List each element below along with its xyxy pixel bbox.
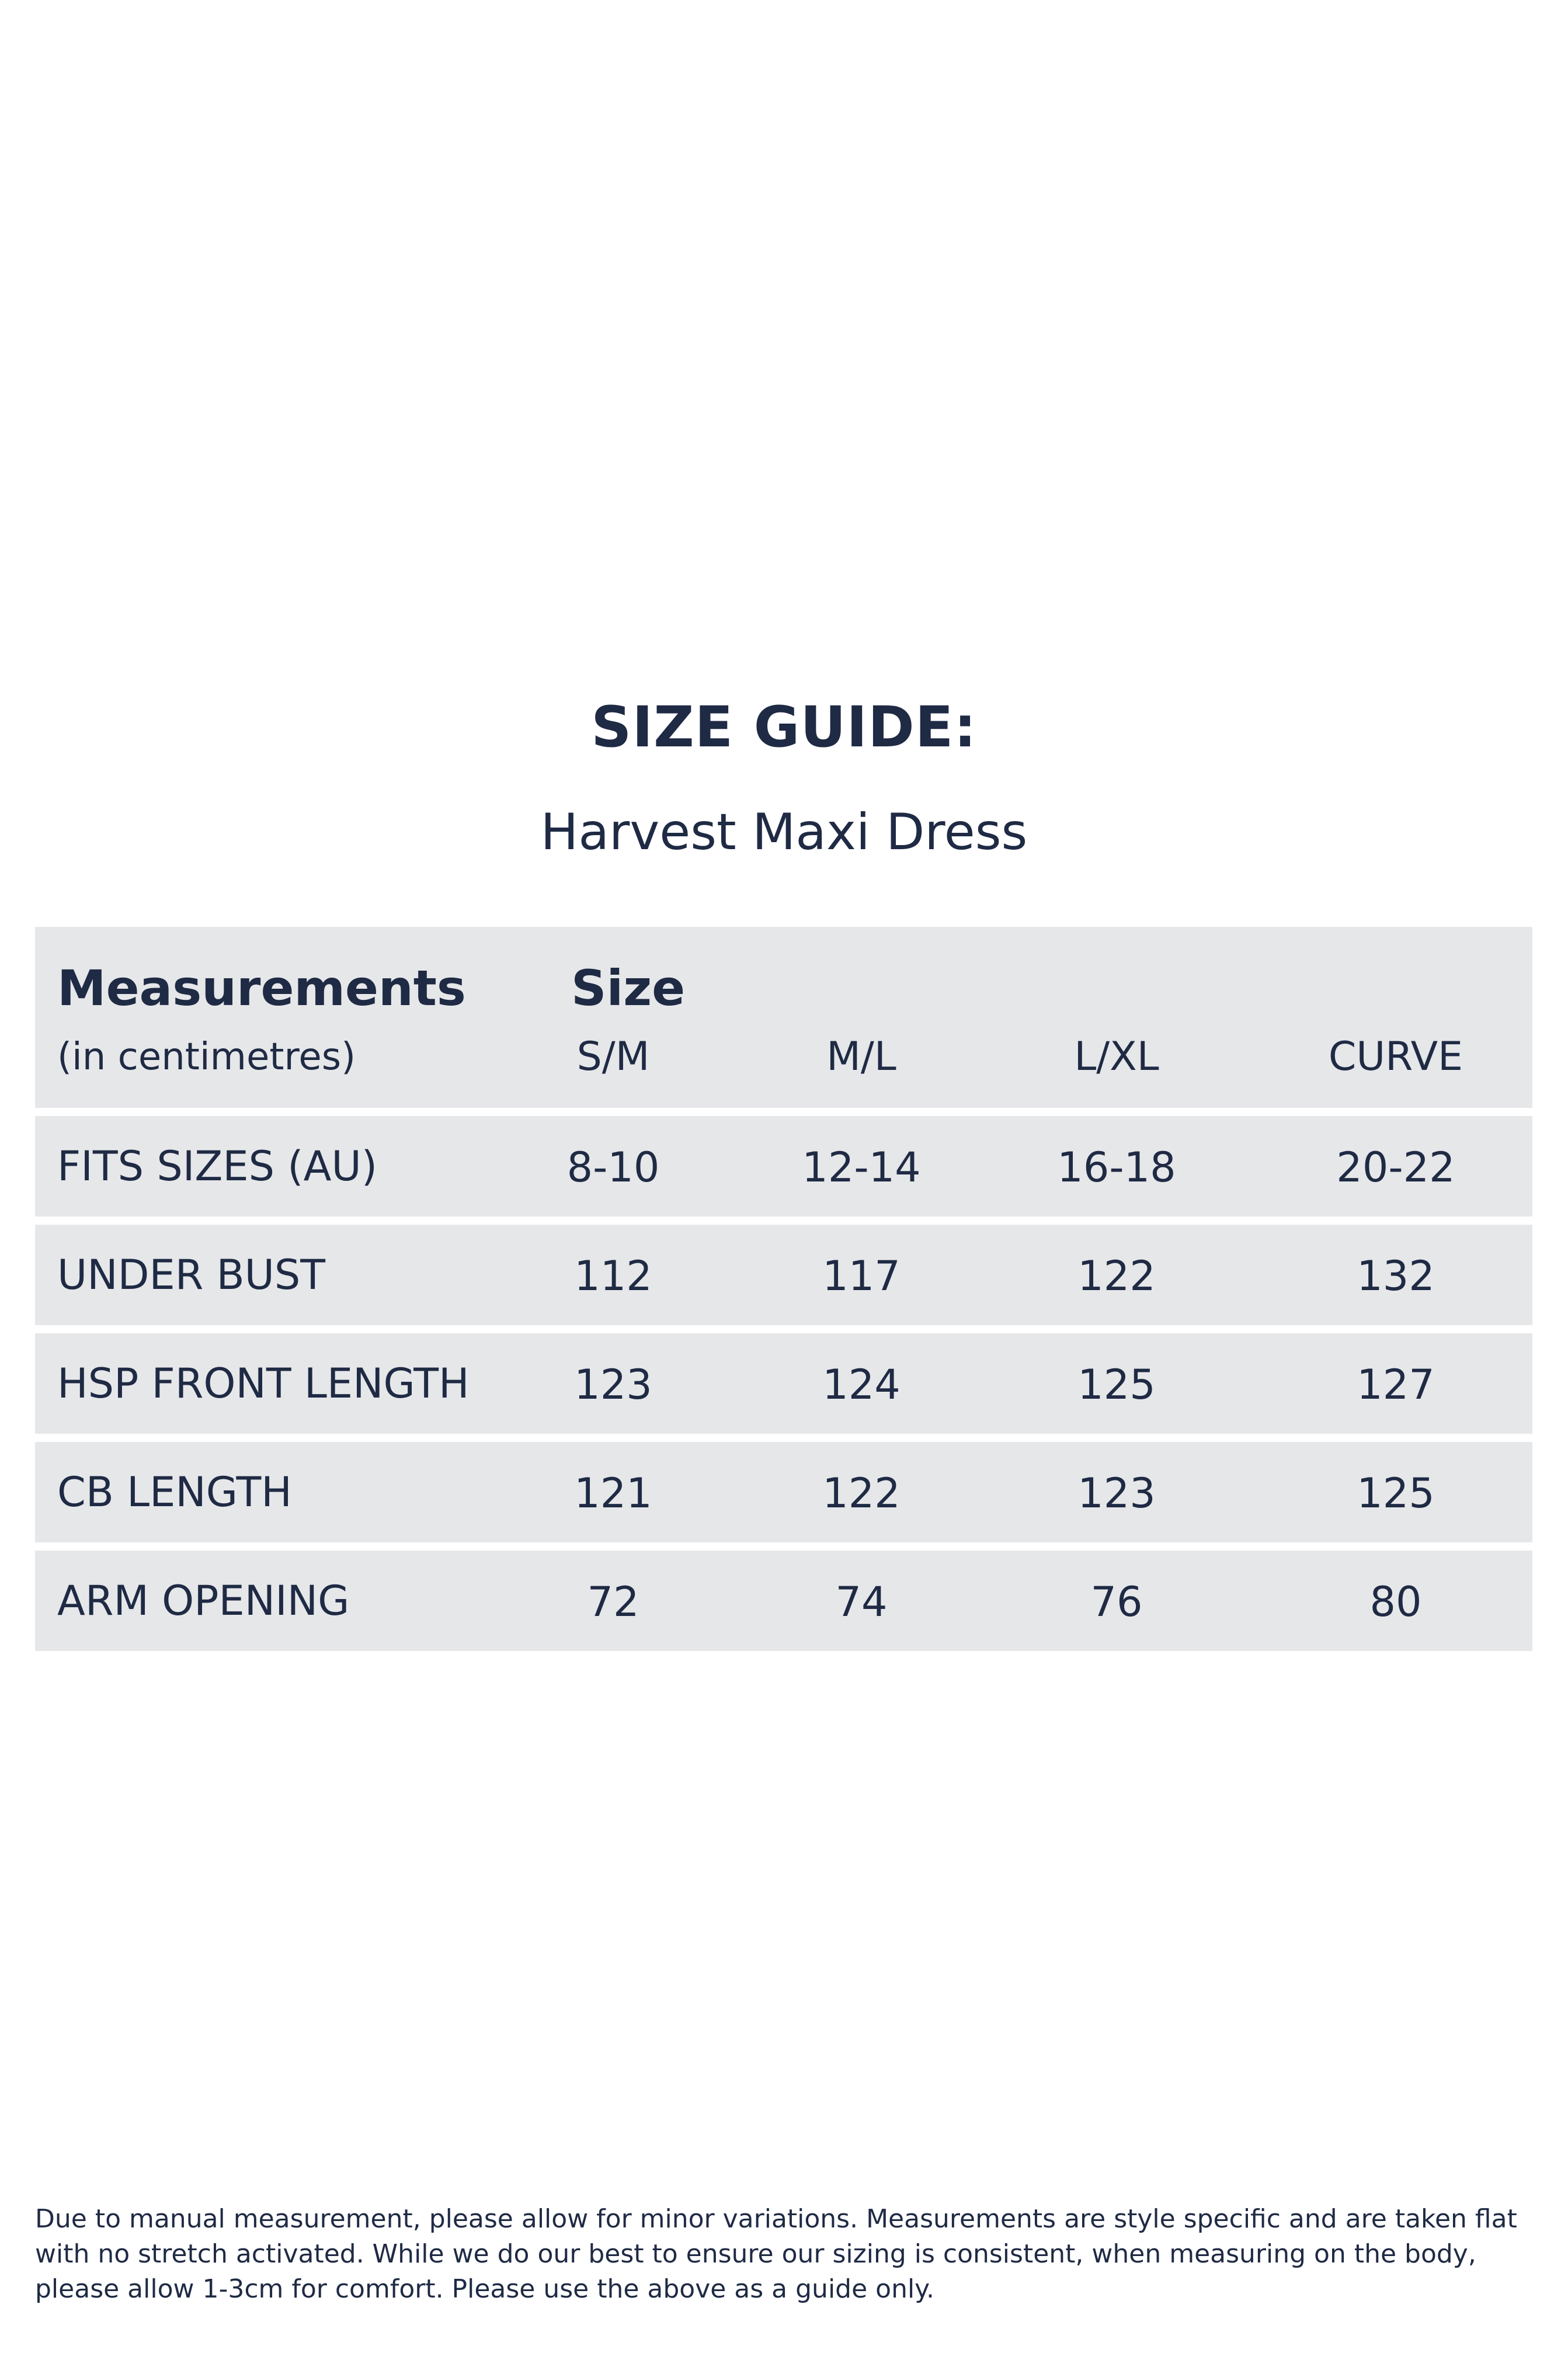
- column-header-lxl: L/XL: [1074, 1034, 1159, 1080]
- row-label: HSP FRONT LENGTH: [57, 1360, 470, 1407]
- table-cell: 16-18: [1057, 1144, 1176, 1191]
- size-heading: Size: [571, 960, 686, 1017]
- column-header-curve: CURVE: [1328, 1034, 1463, 1080]
- table-cell: 123: [1077, 1469, 1156, 1517]
- table-cell: 72: [587, 1578, 639, 1626]
- table-cell: 12-14: [802, 1144, 921, 1191]
- table-cell: 132: [1357, 1252, 1435, 1300]
- table-row: ARM OPENING 72 74 76 80: [35, 1551, 1532, 1651]
- table-cell: 125: [1077, 1361, 1156, 1409]
- row-label: UNDER BUST: [57, 1251, 326, 1299]
- measurement-disclaimer: Due to manual measurement, please allow …: [35, 2204, 1517, 2304]
- column-header-sm: S/M: [576, 1034, 650, 1080]
- page-title: SIZE GUIDE:: [591, 694, 977, 760]
- size-guide-table: Measurements (in centimetres) Size S/M M…: [35, 927, 1532, 1659]
- table-cell: 125: [1357, 1469, 1435, 1517]
- row-label: FITS SIZES (AU): [57, 1142, 378, 1190]
- table-cell: 122: [822, 1469, 901, 1517]
- table-cell: 122: [1077, 1252, 1156, 1300]
- table-cell: 117: [822, 1252, 901, 1300]
- table-header-row: Measurements (in centimetres) Size S/M M…: [35, 927, 1532, 1108]
- table-row: FITS SIZES (AU) 8-10 12-14 16-18 20-22: [35, 1116, 1532, 1217]
- units-note: (in centimetres): [57, 1035, 356, 1079]
- table-cell: 8-10: [566, 1144, 660, 1191]
- table-row: HSP FRONT LENGTH 123 124 125 127: [35, 1333, 1532, 1434]
- table-row: UNDER BUST 112 117 122 132: [35, 1225, 1532, 1325]
- table-cell: 80: [1369, 1578, 1422, 1626]
- table-cell: 127: [1357, 1361, 1435, 1409]
- table-cell: 74: [835, 1578, 888, 1626]
- product-name: Harvest Maxi Dress: [540, 803, 1028, 861]
- measurements-heading: Measurements: [57, 960, 466, 1017]
- table-cell: 124: [822, 1361, 901, 1409]
- row-label: ARM OPENING: [57, 1577, 350, 1625]
- table-cell: 76: [1090, 1578, 1143, 1626]
- table-row: CB LENGTH 121 122 123 125: [35, 1442, 1532, 1542]
- table-cell: 121: [574, 1469, 652, 1517]
- table-cell: 20-22: [1336, 1144, 1455, 1191]
- row-label: CB LENGTH: [57, 1468, 292, 1516]
- table-cell: 123: [574, 1361, 652, 1409]
- column-header-ml: M/L: [826, 1034, 896, 1080]
- table-cell: 112: [574, 1252, 652, 1300]
